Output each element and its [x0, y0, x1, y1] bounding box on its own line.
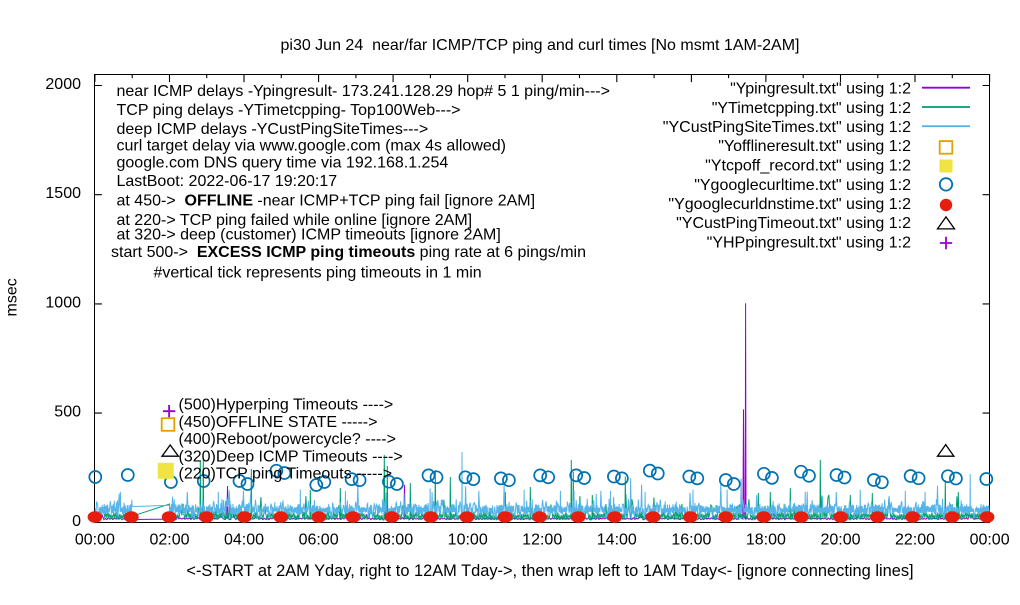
svg-text:msec: msec	[4, 278, 21, 316]
svg-text:start 500-> EXCESS ICMP ping: start 500-> EXCESS ICMP ping timeouts pi…	[111, 244, 586, 261]
svg-text:(400)Reboot/powercycle? ---->: (400)Reboot/powercycle? ---->	[179, 431, 396, 448]
svg-text:#vertical tick represents ping: #vertical tick represents ping timeouts …	[154, 265, 482, 282]
svg-text:500: 500	[54, 404, 81, 421]
svg-text:08:00: 08:00	[373, 532, 413, 549]
svg-text:at 450-> OFFLINE -near ICMP+T: at 450-> OFFLINE -near ICMP+TCP ping fai…	[117, 192, 536, 209]
svg-text:12:00: 12:00	[522, 532, 562, 549]
svg-text:"Ytcpoff_record.txt" using 1:2: "Ytcpoff_record.txt" using 1:2	[705, 158, 911, 175]
svg-text:<-START at 2AM Yday, right to: <-START at 2AM Yday, right to 12AM Tday-…	[186, 562, 913, 580]
svg-text:00:00: 00:00	[970, 532, 1010, 549]
svg-text:curl target delay via www.goog: curl target delay via www.google.com (ma…	[117, 138, 507, 155]
svg-text:"Ygooglecurltime.txt" using 1:: "Ygooglecurltime.txt" using 1:2	[694, 177, 911, 194]
svg-text:"YCustPingTimeout.txt" using 1: "YCustPingTimeout.txt" using 1:2	[676, 215, 911, 232]
svg-text:02:00: 02:00	[149, 532, 189, 549]
svg-text:"YCustPingSiteTimes.txt" using: "YCustPingSiteTimes.txt" using 1:2	[663, 119, 911, 136]
svg-text:deep ICMP delays -YCustPingSit: deep ICMP delays -YCustPingSiteTimes--->	[117, 121, 429, 138]
svg-text:10:00: 10:00	[448, 532, 488, 549]
svg-text:TCP ping delays -YTimetcpping-: TCP ping delays -YTimetcpping- Top100Web…	[117, 102, 461, 119]
svg-text:2000: 2000	[45, 76, 81, 93]
svg-text:20:00: 20:00	[820, 532, 860, 549]
svg-text:00:00: 00:00	[75, 532, 115, 549]
svg-text:"YHPpingresult.txt" using 1:2: "YHPpingresult.txt" using 1:2	[707, 235, 911, 252]
svg-text:(320)Deep ICMP Timeouts ---->: (320)Deep ICMP Timeouts ---->	[179, 448, 403, 465]
svg-text:18:00: 18:00	[746, 532, 786, 549]
svg-text:1000: 1000	[45, 294, 81, 311]
svg-text:at 220-> TCP ping failed while: at 220-> TCP ping failed while online [i…	[117, 212, 473, 229]
svg-text:at 320-> deep (customer) ICMP: at 320-> deep (customer) ICMP timeouts […	[117, 226, 501, 243]
svg-text:22:00: 22:00	[895, 532, 935, 549]
svg-text:google.com DNS query time via: google.com DNS query time via 192.168.1.…	[117, 154, 449, 171]
svg-text:"Yofflineresult.txt" using 1:2: "Yofflineresult.txt" using 1:2	[718, 138, 911, 155]
svg-text:LastBoot: 2022-06-17 19:20:17: LastBoot: 2022-06-17 19:20:17	[117, 173, 338, 190]
svg-text:"YTimetcpping.txt" using 1:2: "YTimetcpping.txt" using 1:2	[712, 100, 911, 117]
svg-text:near ICMP delays -Ypingresult-: near ICMP delays -Ypingresult- 173.241.1…	[117, 83, 610, 100]
svg-text:1500: 1500	[45, 185, 81, 202]
svg-text:04:00: 04:00	[224, 532, 264, 549]
svg-text:"Ypingresult.txt" using 1:2: "Ypingresult.txt" using 1:2	[730, 81, 911, 98]
svg-text:06:00: 06:00	[299, 532, 339, 549]
svg-text:14:00: 14:00	[597, 532, 637, 549]
svg-text:(450)OFFLINE STATE ----->: (450)OFFLINE STATE ----->	[179, 414, 378, 431]
svg-text:16:00: 16:00	[671, 532, 711, 549]
svg-text:pi30 Jun 24 near/far ICMP/TCP: pi30 Jun 24 near/far ICMP/TCP ping and c…	[280, 37, 799, 54]
svg-text:(220)TCP ping Timeouts ----->: (220)TCP ping Timeouts ----->	[179, 466, 393, 483]
svg-text:0: 0	[72, 513, 81, 530]
svg-text:(500)Hyperping Timeouts ---->: (500)Hyperping Timeouts ---->	[179, 397, 394, 414]
svg-text:"Ygooglecurldnstime.txt" using: "Ygooglecurldnstime.txt" using 1:2	[668, 196, 911, 213]
